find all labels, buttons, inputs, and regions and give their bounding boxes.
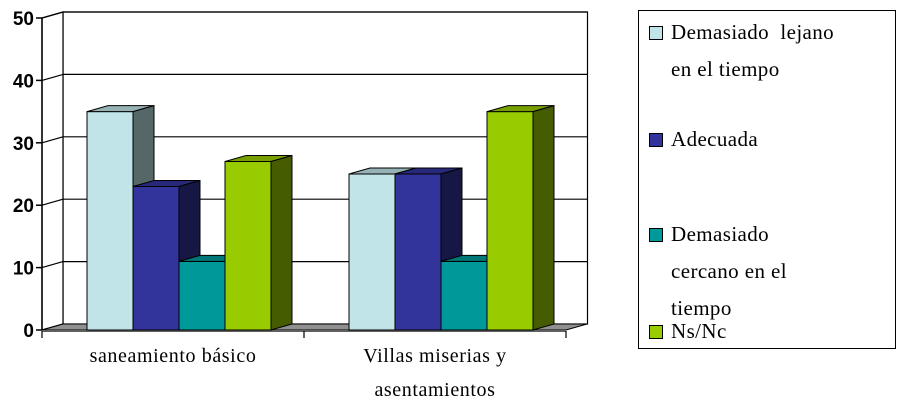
- gridline-depth: [41, 261, 64, 269]
- y-tick-label: 0: [23, 321, 34, 342]
- x-tick-label: asentamientos: [374, 379, 495, 401]
- legend-label-line: Demasiado lejano: [671, 20, 835, 44]
- legend-swatch: [649, 133, 663, 147]
- y-tick-label: 40: [13, 71, 34, 92]
- y-tick-label: 30: [13, 134, 34, 155]
- y-axis-ticks: 0 10 20 30 40 50: [13, 9, 43, 342]
- x-tick-label: saneamiento básico: [90, 345, 257, 367]
- legend: Demasiado lejano en el tiempo Adecuada Dema…: [638, 10, 896, 349]
- legend-label-line: cercano en el: [671, 259, 787, 283]
- legend-label: Demasiado cercano en el tiempo: [671, 216, 891, 327]
- gridline-depth: [41, 198, 64, 206]
- legend-label-line: tiempo: [671, 296, 732, 320]
- bar-front: [440, 260, 488, 331]
- legend-swatch: [649, 228, 663, 242]
- legend-label: Adecuada: [671, 121, 891, 158]
- y-tick-label: 50: [13, 9, 34, 30]
- gridline-depth: [41, 136, 64, 144]
- y-tick-label: 20: [13, 196, 34, 217]
- legend-swatch: [649, 325, 663, 339]
- legend-label: Demasiado lejano en el tiempo: [671, 14, 891, 88]
- bar-front: [178, 260, 226, 331]
- bar-chart: 0 10 20 30 40 50 saneamiento básico Villas mis…: [13, 9, 589, 401]
- legend-label-line: Ns/Nc: [671, 319, 727, 343]
- legend-label: Ns/Nc: [671, 313, 891, 350]
- legend-label-line: en el tiempo: [671, 57, 780, 81]
- gridline-depth: [41, 73, 64, 81]
- y-tick-label: 10: [13, 259, 34, 280]
- bar-front: [348, 173, 396, 331]
- bar-side: [270, 154, 293, 331]
- x-axis-labels: saneamiento básico Villas miserias y asent…: [41, 331, 567, 401]
- bar-front: [486, 111, 534, 331]
- legend-label-line: Adecuada: [671, 127, 759, 151]
- legend-label-line: Demasiado: [671, 222, 770, 246]
- gridline-depth: [41, 11, 64, 19]
- legend-swatch: [649, 26, 663, 40]
- bar-front: [86, 111, 134, 331]
- bars: [86, 104, 555, 331]
- bar-side: [532, 104, 555, 331]
- bar-front: [132, 185, 180, 331]
- side-wall: [41, 11, 64, 331]
- x-tick-label: Villas miserias y: [363, 345, 506, 367]
- bar-front: [224, 161, 272, 331]
- bar-front: [394, 173, 442, 331]
